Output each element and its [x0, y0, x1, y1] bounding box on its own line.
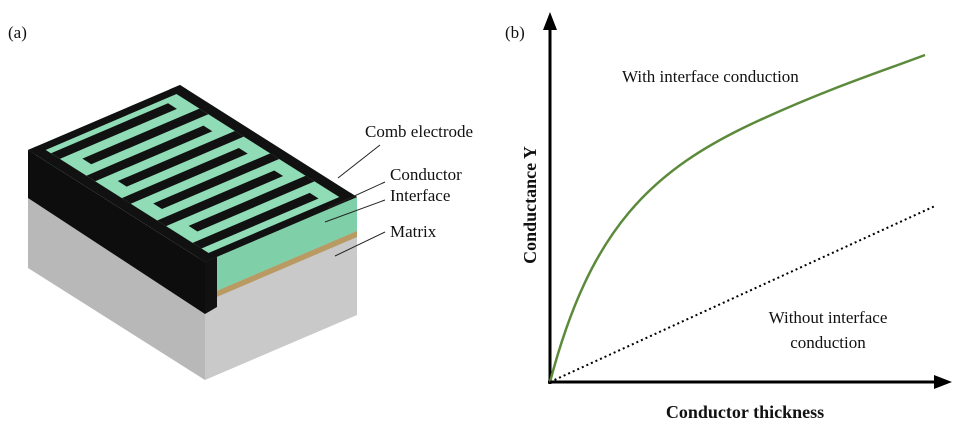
curve-label: conduction	[790, 333, 866, 352]
annotation: Conductor	[390, 165, 462, 184]
figure: (a) Comb electrode Conductor Interface M…	[0, 0, 957, 424]
x-axis-label: Conductor thickness	[666, 402, 824, 422]
panel-label: (a)	[8, 23, 27, 42]
panel-label: (b)	[505, 23, 525, 42]
y-axis-label: Conductance Y	[520, 146, 540, 264]
curve-label: With interface conduction	[622, 67, 799, 86]
curve-label: Without interface	[769, 308, 888, 327]
curve-with-interface	[550, 55, 925, 382]
device-block	[28, 85, 357, 380]
electrode-post	[205, 255, 217, 314]
annotation: Interface	[390, 186, 450, 205]
annotation: Comb electrode	[365, 122, 473, 141]
curve-without-interface	[550, 206, 935, 382]
annotation: Matrix	[390, 222, 437, 241]
